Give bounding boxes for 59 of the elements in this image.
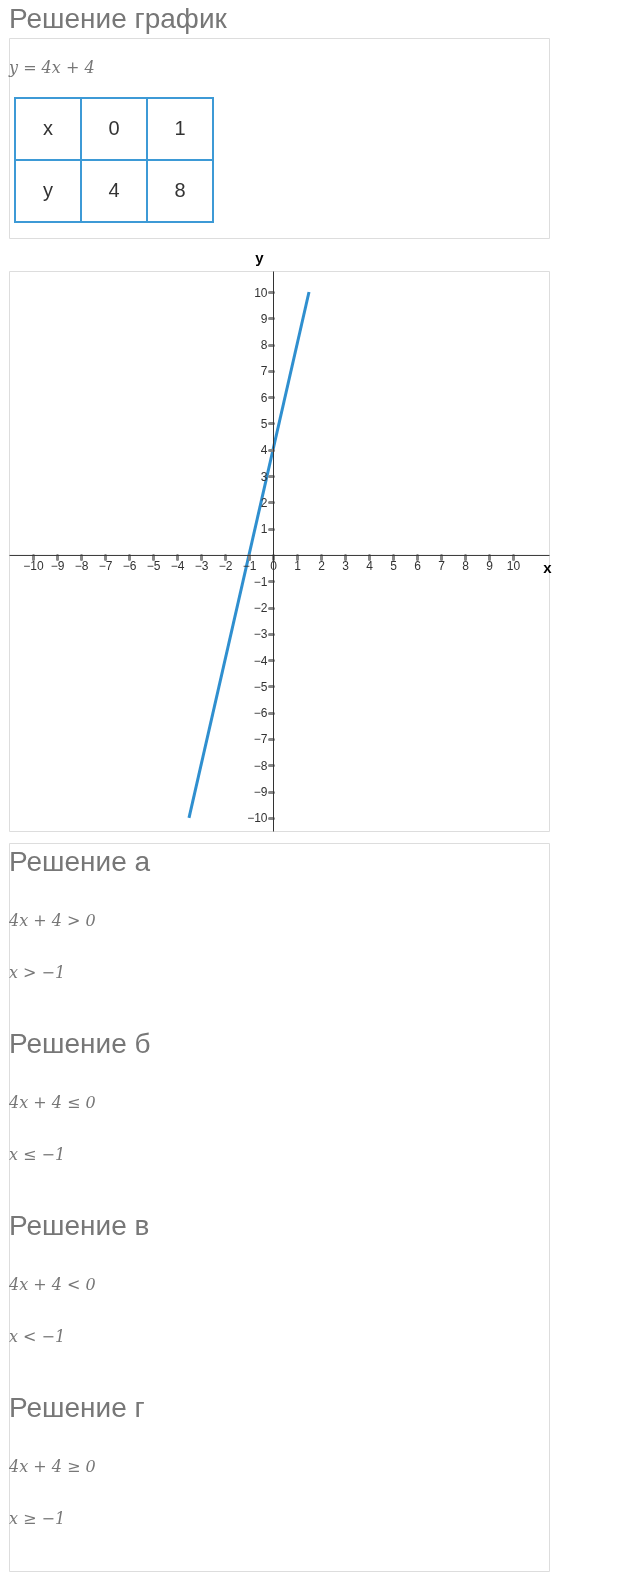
x-tick-label: 4 <box>366 559 374 574</box>
text: 4x + 4 > 0 <box>8 911 96 930</box>
text: Решение б <box>9 1028 151 1059</box>
y-tick-label: −6 <box>253 706 268 721</box>
text: 0 <box>108 117 120 139</box>
text: x <box>43 117 53 139</box>
x-tick-label: 5 <box>390 559 398 574</box>
y-tick-label: −5 <box>253 679 268 694</box>
text: Решение в <box>9 1210 150 1241</box>
y-tick-label: −3 <box>253 627 268 642</box>
x-tick-label: 9 <box>486 559 494 574</box>
x-tick-label: −7 <box>98 559 113 574</box>
y-tick-label: −1 <box>253 574 268 589</box>
text: 4x + 4 ≤ 0 <box>8 1093 96 1112</box>
x-tick-label: −4 <box>170 559 185 574</box>
text: x ≤ −1 <box>9 1145 66 1164</box>
x-tick-label: 3 <box>342 559 350 574</box>
x-tick-label: 1 <box>294 559 302 574</box>
text: 4 <box>108 179 120 201</box>
x-tick-label: 7 <box>438 559 446 574</box>
x-axis-title: x <box>543 559 553 577</box>
y-tick-label: 4 <box>260 443 268 458</box>
text: 4x + 4 < 0 <box>8 1275 96 1294</box>
y-tick-label: 8 <box>260 338 268 353</box>
text: y = 4x + 4 <box>8 58 95 77</box>
x-tick-label: 10 <box>506 559 521 574</box>
x-tick-label: 6 <box>414 559 422 574</box>
text: x < −1 <box>9 1327 66 1346</box>
y-tick-label: 1 <box>260 522 268 537</box>
x-tick-label: −5 <box>146 559 161 574</box>
y-tick-label: −8 <box>253 758 268 773</box>
y-tick-label: 6 <box>260 390 268 405</box>
chart-title: Решение график <box>9 3 228 34</box>
text: 1 <box>174 117 186 139</box>
text: Решение а <box>9 846 151 877</box>
y-tick-label: 7 <box>260 364 268 379</box>
y-tick-label: −9 <box>253 785 268 800</box>
y-tick-label: 5 <box>260 416 268 431</box>
y-axis-title: y <box>255 248 265 266</box>
y-tick-label: 9 <box>260 311 268 326</box>
x-tick-label: −6 <box>122 559 137 574</box>
text: y <box>43 179 53 201</box>
text: 8 <box>174 179 186 201</box>
x-tick-label: −10 <box>23 559 44 574</box>
x-tick-label: −3 <box>194 559 209 574</box>
y-tick-label: −7 <box>253 732 268 747</box>
x-tick-label: −9 <box>50 559 65 574</box>
x-tick-label: −8 <box>74 559 89 574</box>
y-tick-label: −2 <box>253 601 268 616</box>
text: x ≥ −1 <box>9 1509 66 1528</box>
text: x > −1 <box>9 963 66 982</box>
y-tick-label: −4 <box>253 653 268 668</box>
text: 4x + 4 ≥ 0 <box>8 1457 96 1476</box>
x-tick-label: 8 <box>462 559 470 574</box>
y-tick-label: 10 <box>254 285 268 300</box>
x-tick-label: 2 <box>318 559 326 574</box>
text: Решение г <box>9 1392 145 1423</box>
x-tick-label: −2 <box>218 559 233 574</box>
y-tick-label: −10 <box>247 811 268 826</box>
